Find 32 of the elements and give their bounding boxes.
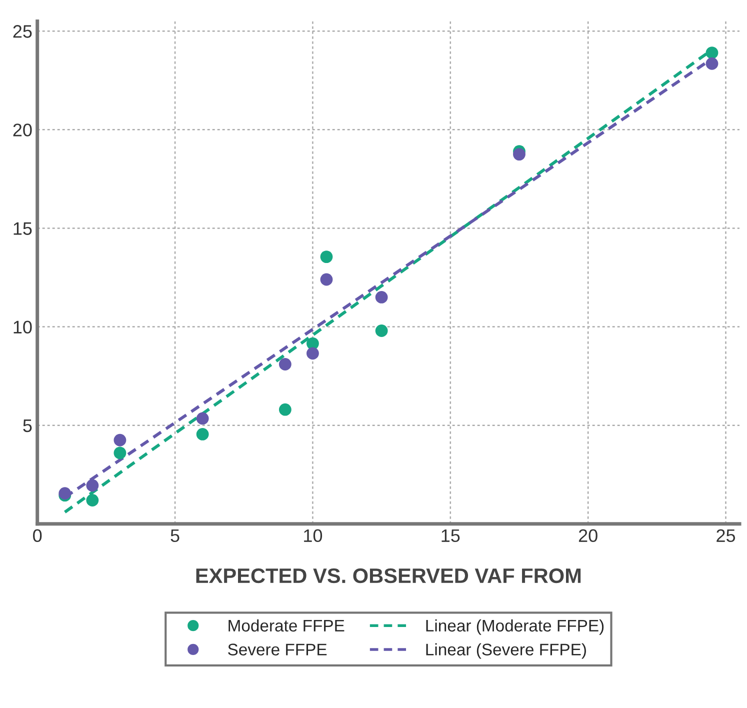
legend-label: Linear (Severe FFPE) xyxy=(426,643,586,659)
point xyxy=(320,250,333,264)
y-tick-label: 20 xyxy=(13,124,32,136)
point xyxy=(706,46,718,59)
point xyxy=(86,479,99,492)
x-tick-label: 15 xyxy=(442,529,460,542)
x-tick-label: 20 xyxy=(578,529,598,542)
point xyxy=(320,273,333,286)
y-tick-label: 25 xyxy=(13,25,32,38)
point xyxy=(114,446,126,460)
legend-label: Moderate FFPE xyxy=(228,619,344,632)
x-axis-title: EXPECTED VS. OBSERVED VAF FROM xyxy=(196,568,581,584)
y-tick-label: 10 xyxy=(14,320,32,334)
x-tick-label: 25 xyxy=(716,529,736,542)
point xyxy=(86,494,99,506)
point xyxy=(375,291,388,304)
legend-label: Severe FFPE xyxy=(228,644,327,656)
x-tick-label: 0 xyxy=(33,529,42,542)
point xyxy=(306,347,319,360)
point xyxy=(196,412,209,425)
x-tick-label: 10 xyxy=(304,529,322,542)
point xyxy=(196,428,209,440)
y-tick-label: 15 xyxy=(14,222,32,235)
x-tick-label: 5 xyxy=(170,529,180,542)
point xyxy=(513,148,526,161)
point xyxy=(278,358,292,370)
point xyxy=(706,57,718,70)
point xyxy=(375,324,388,337)
point xyxy=(114,434,126,446)
legend-label: Linear (Moderate FFPE) xyxy=(426,619,604,635)
point xyxy=(278,403,292,416)
y-tick-label: 5 xyxy=(23,419,32,432)
